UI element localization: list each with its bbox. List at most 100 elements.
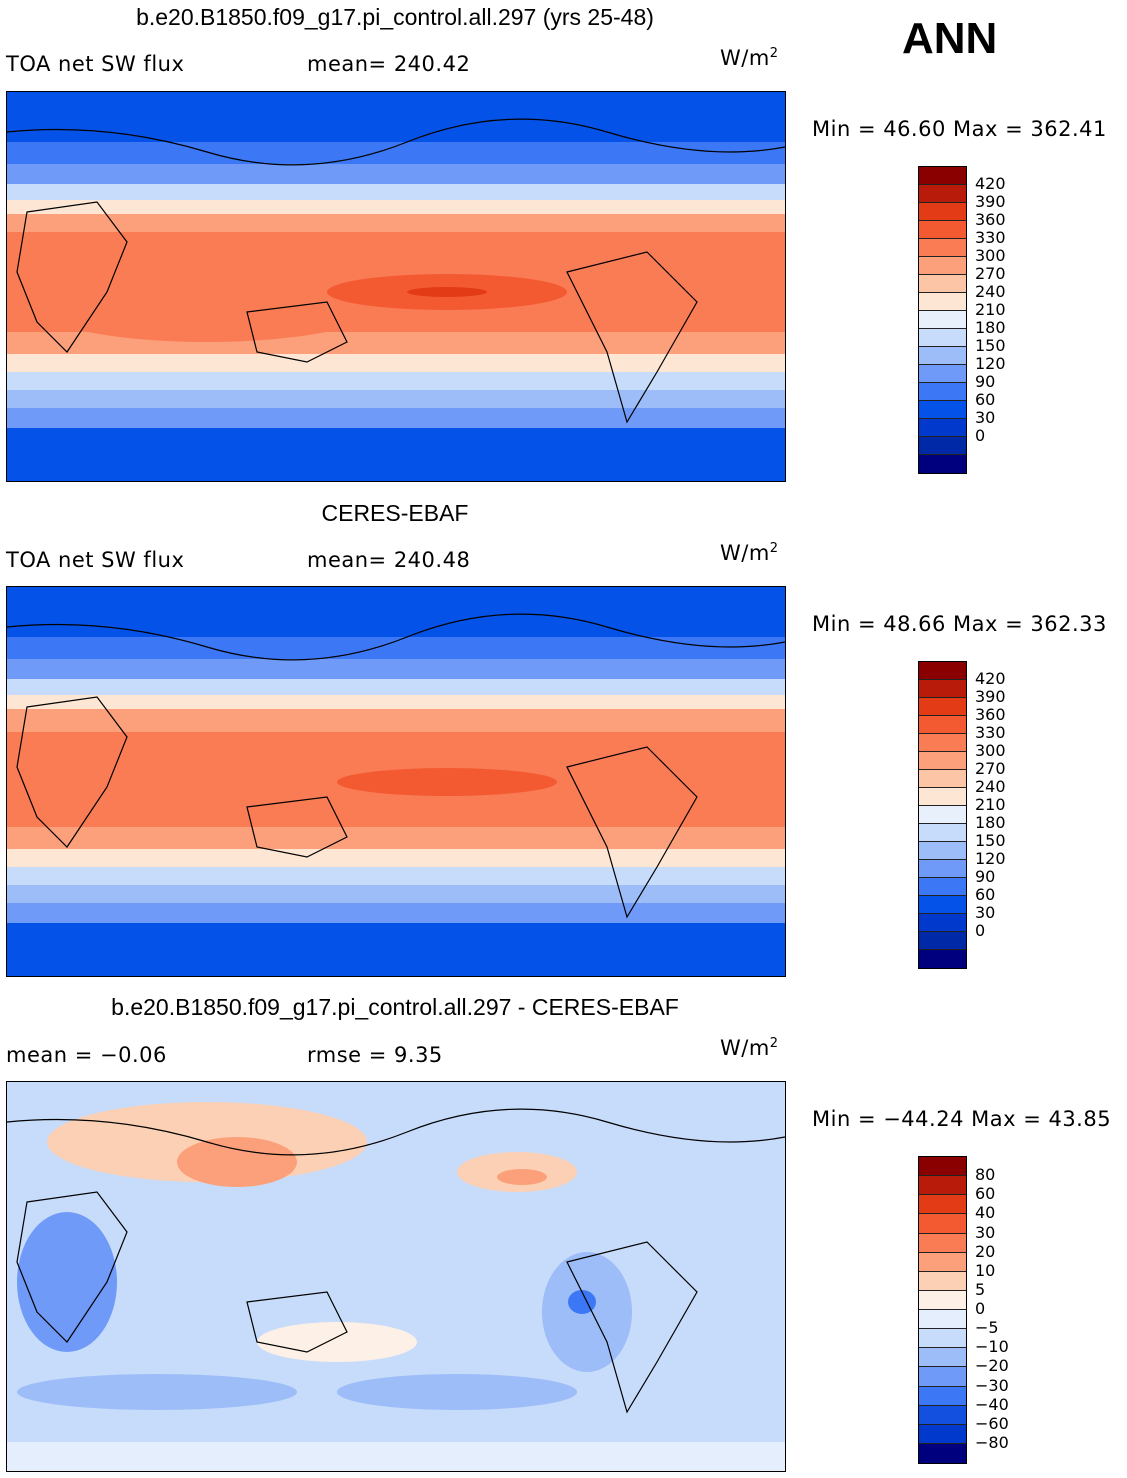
colorbar-swatch bbox=[919, 167, 966, 185]
colorbar-level-label: −20 bbox=[975, 1356, 1009, 1376]
panel-3-colorbar bbox=[918, 1156, 967, 1464]
colorbar-level-label: 5 bbox=[975, 1279, 986, 1299]
colorbar-swatch bbox=[919, 662, 966, 680]
colorbar-swatch bbox=[919, 878, 966, 896]
colorbar-swatch bbox=[919, 383, 966, 401]
panel-2-colorbar bbox=[918, 661, 967, 969]
colorbar-level-label: 60 bbox=[975, 390, 996, 409]
colorbar-level-label: 180 bbox=[975, 318, 1006, 337]
colorbar-level-label: 330 bbox=[975, 228, 1006, 247]
panel-2-mean-label: mean= 240.48 bbox=[307, 548, 471, 572]
colorbar-level-label: −60 bbox=[975, 1413, 1009, 1433]
colorbar-swatch bbox=[919, 716, 966, 734]
colorbar-swatch bbox=[919, 860, 966, 878]
colorbar-swatch bbox=[919, 932, 966, 950]
colorbar-swatch bbox=[919, 824, 966, 842]
panel-1-colorbar bbox=[918, 166, 967, 474]
colorbar-swatch bbox=[919, 275, 966, 293]
colorbar-level-label: 210 bbox=[975, 300, 1006, 319]
colorbar-swatch bbox=[919, 365, 966, 383]
colorbar-swatch bbox=[919, 329, 966, 347]
colorbar-swatch bbox=[919, 950, 966, 968]
colorbar-level-label: 10 bbox=[975, 1260, 996, 1280]
colorbar-level-label: 390 bbox=[975, 687, 1006, 706]
colorbar-level-label: 0 bbox=[975, 426, 986, 445]
colorbar-swatch bbox=[919, 1348, 966, 1368]
colorbar-swatch bbox=[919, 1176, 966, 1196]
colorbar-swatch bbox=[919, 257, 966, 275]
panel-3-units: W/m2 bbox=[720, 1036, 779, 1060]
colorbar-level-label: 270 bbox=[975, 264, 1006, 283]
panel-1-mean-label: mean= 240.42 bbox=[307, 52, 471, 76]
colorbar-swatch bbox=[919, 1386, 966, 1406]
panel-1-minmax: Min = 46.60 Max = 362.41 bbox=[812, 117, 1107, 141]
colorbar-swatch bbox=[919, 239, 966, 257]
colorbar-swatch bbox=[919, 1424, 966, 1444]
colorbar-level-label: −10 bbox=[975, 1337, 1009, 1357]
colorbar-swatch bbox=[919, 455, 966, 473]
colorbar-level-label: 150 bbox=[975, 336, 1006, 355]
colorbar-level-label: 30 bbox=[975, 1222, 996, 1242]
colorbar-level-label: 360 bbox=[975, 210, 1006, 229]
panel-1-map bbox=[6, 91, 786, 482]
colorbar-level-label: 420 bbox=[975, 174, 1006, 193]
colorbar-swatch bbox=[919, 401, 966, 419]
colorbar-level-label: 60 bbox=[975, 1184, 996, 1204]
colorbar-level-label: 390 bbox=[975, 192, 1006, 211]
panel-1-units: W/m2 bbox=[720, 46, 779, 70]
colorbar-level-label: 120 bbox=[975, 849, 1006, 868]
colorbar-swatch bbox=[919, 914, 966, 932]
colorbar-swatch bbox=[919, 203, 966, 221]
colorbar-swatch bbox=[919, 1157, 966, 1177]
panel-1-variable-label: TOA net SW flux bbox=[6, 52, 185, 76]
panel-1-title: b.e20.B1850.f09_g17.pi_control.all.297 (… bbox=[136, 4, 654, 30]
colorbar-level-label: 0 bbox=[975, 1299, 986, 1318]
colorbar-level-label: 180 bbox=[975, 813, 1006, 832]
colorbar-swatch bbox=[919, 1443, 966, 1463]
panel-2-minmax: Min = 48.66 Max = 362.33 bbox=[812, 612, 1107, 636]
colorbar-level-label: 120 bbox=[975, 354, 1006, 373]
colorbar-swatch bbox=[919, 752, 966, 770]
season-label: ANN bbox=[902, 14, 998, 63]
panel-3-rmse-label: rmse = 9.35 bbox=[307, 1043, 443, 1067]
colorbar-swatch bbox=[919, 437, 966, 455]
colorbar-level-label: 40 bbox=[975, 1203, 996, 1223]
colorbar-level-label: 210 bbox=[975, 795, 1006, 814]
colorbar-swatch bbox=[919, 1252, 966, 1272]
colorbar-level-label: −30 bbox=[975, 1375, 1009, 1395]
panel-3-title: b.e20.B1850.f09_g17.pi_control.all.297 -… bbox=[111, 994, 679, 1020]
colorbar-level-label: −5 bbox=[975, 1318, 999, 1338]
colorbar-swatch bbox=[919, 1290, 966, 1310]
colorbar-swatch bbox=[919, 1367, 966, 1387]
colorbar-swatch bbox=[919, 734, 966, 752]
colorbar-level-label: 300 bbox=[975, 246, 1006, 265]
colorbar-swatch bbox=[919, 185, 966, 203]
colorbar-swatch bbox=[919, 1329, 966, 1349]
colorbar-level-label: 300 bbox=[975, 741, 1006, 760]
colorbar-swatch bbox=[919, 1405, 966, 1425]
colorbar-swatch bbox=[919, 842, 966, 860]
colorbar-level-label: 0 bbox=[975, 921, 986, 940]
panel-2-map bbox=[6, 586, 786, 977]
panel-2-units: W/m2 bbox=[720, 541, 779, 565]
colorbar-swatch bbox=[919, 770, 966, 788]
colorbar-swatch bbox=[919, 806, 966, 824]
colorbar-level-label: 330 bbox=[975, 723, 1006, 742]
colorbar-swatch bbox=[919, 896, 966, 914]
colorbar-level-label: 240 bbox=[975, 777, 1006, 796]
colorbar-level-label: 90 bbox=[975, 867, 996, 886]
panel-2-variable-label: TOA net SW flux bbox=[6, 548, 185, 572]
colorbar-level-label: −40 bbox=[975, 1394, 1009, 1414]
colorbar-swatch bbox=[919, 698, 966, 716]
colorbar-swatch bbox=[919, 419, 966, 437]
colorbar-level-label: 420 bbox=[975, 669, 1006, 688]
colorbar-level-label: 30 bbox=[975, 903, 996, 922]
colorbar-swatch bbox=[919, 1214, 966, 1234]
colorbar-level-label: 90 bbox=[975, 372, 996, 391]
colorbar-level-label: 30 bbox=[975, 408, 996, 427]
colorbar-swatch bbox=[919, 311, 966, 329]
colorbar-swatch bbox=[919, 221, 966, 239]
colorbar-swatch bbox=[919, 293, 966, 311]
panel-2-title: CERES-EBAF bbox=[321, 500, 469, 526]
colorbar-level-label: 20 bbox=[975, 1241, 996, 1261]
